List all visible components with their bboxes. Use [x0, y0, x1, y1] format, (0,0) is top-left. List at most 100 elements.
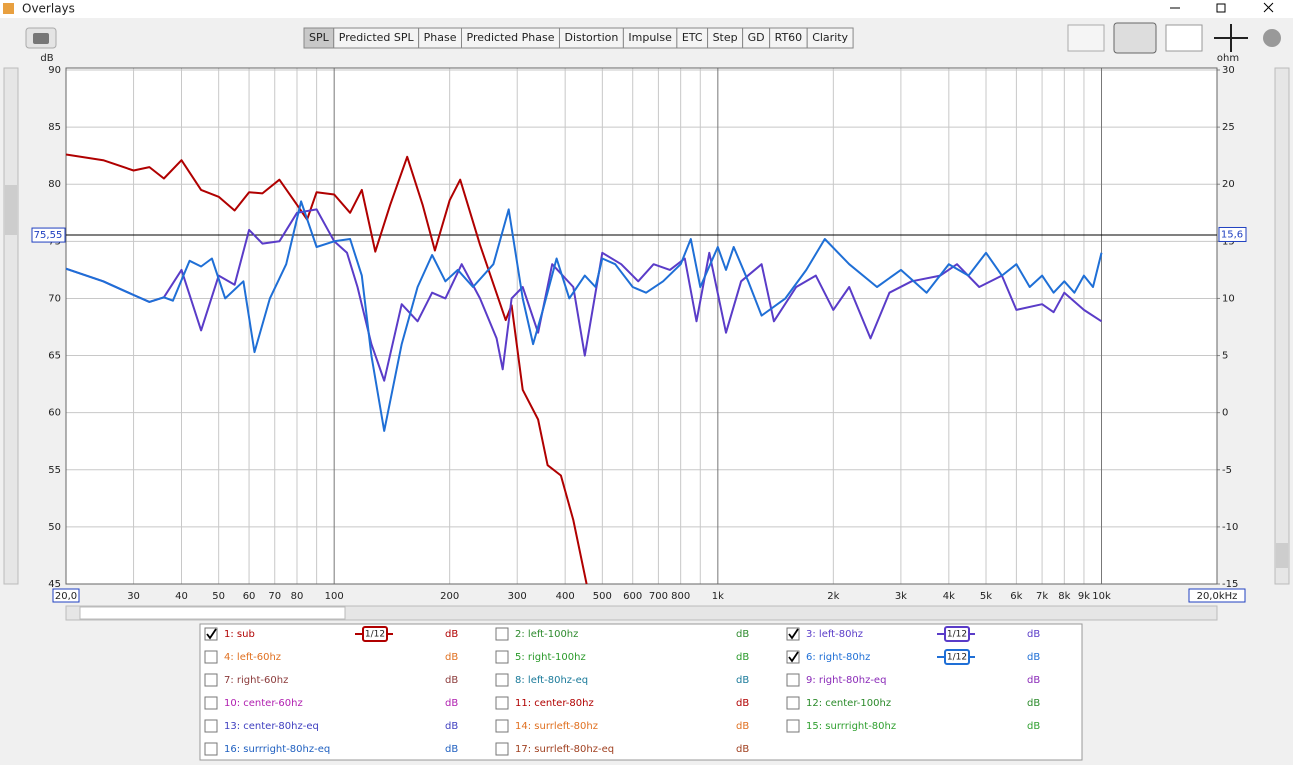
legend-checkmark [788, 651, 799, 663]
x-tick-label: 4k [943, 591, 955, 602]
legend-panel [199, 623, 1083, 761]
tab-label: Impulse [628, 31, 672, 44]
legend-label[interactable]: 12: center-100hz [806, 698, 891, 709]
legend-checkmark [788, 628, 799, 640]
y-tick-label: 65 [48, 351, 61, 362]
maximize-button[interactable] [1216, 3, 1226, 13]
legend-label[interactable]: 13: center-80hz-eq [224, 721, 319, 732]
x-tick-label: 7k [1036, 591, 1048, 602]
legend-checkbox[interactable] [204, 673, 218, 687]
x-tick-label: 100 [325, 591, 344, 602]
camera-icon [33, 33, 49, 44]
legend-unit: dB [445, 744, 458, 755]
x-tick-label: 40 [175, 591, 188, 602]
y-tick-label: 70 [48, 293, 61, 304]
legend-label[interactable]: 16: surrright-80hz-eq [224, 744, 330, 755]
tab-label: Clarity [812, 31, 848, 44]
app-icon [3, 3, 14, 14]
zoom-button[interactable] [1214, 24, 1248, 52]
y2-tick-label: -5 [1222, 465, 1232, 476]
limits-button[interactable] [1113, 22, 1157, 54]
x-scroll-thumb[interactable] [79, 606, 346, 620]
x-tick-label: 3k [895, 591, 907, 602]
legend-checkbox[interactable] [495, 696, 509, 710]
x-tick-label: 2k [827, 591, 839, 602]
settings-button[interactable] [1263, 29, 1281, 47]
legend-unit: dB [736, 721, 749, 732]
y2-tick-label: 10 [1222, 293, 1235, 304]
grid-button[interactable] [1165, 24, 1203, 52]
legend-checkbox[interactable] [495, 673, 509, 687]
x-tick-label: 70 [268, 591, 281, 602]
legend-label[interactable]: 7: right-60hz [224, 675, 288, 686]
x-tick-label: 800 [671, 591, 690, 602]
legend-label[interactable]: 9: right-80hz-eq [806, 675, 886, 686]
legend-checkbox[interactable] [786, 719, 800, 733]
legend-unit: dB [736, 698, 749, 709]
tab-label: ETC [682, 31, 703, 44]
y-tick-label: 80 [48, 179, 61, 190]
x-range-box [52, 588, 80, 603]
legend-checkbox[interactable] [786, 696, 800, 710]
x-tick-label: 60 [243, 591, 256, 602]
left-scroll-thumb[interactable] [5, 185, 17, 235]
x-tick-label: 10k [1092, 591, 1111, 602]
y2-tick-label: 5 [1222, 351, 1228, 362]
legend-checkbox[interactable] [204, 742, 218, 756]
legend-unit: dB [1027, 652, 1040, 663]
legend-checkbox[interactable] [495, 627, 509, 641]
smoothing-box[interactable] [944, 649, 970, 665]
x-tick-label: 20,0kHz [1197, 591, 1238, 602]
smoothing-label: 1/12 [365, 630, 385, 640]
tab-label: Predicted Phase [467, 31, 555, 44]
smoothing-box[interactable] [944, 626, 970, 642]
legend-label[interactable]: 1: sub [224, 629, 255, 640]
cursor-box [31, 227, 66, 243]
left-scrollbar[interactable] [3, 67, 19, 585]
legend-label[interactable]: 3: left-80hz [806, 629, 863, 640]
legend-checkbox[interactable] [204, 650, 218, 664]
legend-label[interactable]: 15: surrright-80hz [806, 721, 896, 732]
legend-unit: dB [1027, 629, 1040, 640]
x-tick-label: 30 [127, 591, 140, 602]
y-tick-label: 45 [48, 579, 61, 590]
legend-label[interactable]: 4: left-60hz [224, 652, 281, 663]
y2-axis-label: ohm [1217, 53, 1239, 64]
y-tick-label: 60 [48, 408, 61, 419]
tab-label: Phase [424, 31, 457, 44]
cursor-box [1218, 226, 1247, 242]
right-scroll-thumb[interactable] [1276, 543, 1288, 568]
close-button[interactable] [1263, 2, 1274, 13]
tab-label: Step [713, 31, 738, 44]
x-tick-label: 80 [291, 591, 304, 602]
legend-label[interactable]: 5: right-100hz [515, 652, 586, 663]
scale-button[interactable] [1067, 24, 1105, 52]
tab[interactable] [806, 27, 854, 49]
legend-label[interactable]: 17: surrleft-80hz-eq [515, 744, 614, 755]
legend-checkbox[interactable] [495, 719, 509, 733]
legend-label[interactable]: 8: left-80hz-eq [515, 675, 588, 686]
x-scrollbar[interactable] [65, 605, 1218, 621]
legend-checkbox[interactable] [495, 742, 509, 756]
y-tick-label: 85 [48, 122, 61, 133]
title-bar [0, 0, 1293, 18]
smoothing-box[interactable] [362, 626, 388, 642]
tab-label: RT60 [775, 31, 803, 44]
legend-unit: dB [445, 675, 458, 686]
legend-checkbox[interactable] [204, 696, 218, 710]
smoothing-label: 1/12 [947, 653, 967, 663]
y-tick-label: 90 [48, 65, 61, 76]
legend-unit: dB [1027, 675, 1040, 686]
legend-label[interactable]: 2: left-100hz [515, 629, 578, 640]
legend-label[interactable]: 6: right-80hz [806, 652, 870, 663]
x-tick-label: 5k [980, 591, 992, 602]
legend-label[interactable]: 14: surrleft-80hz [515, 721, 598, 732]
legend-checkbox[interactable] [786, 673, 800, 687]
legend-checkbox[interactable] [204, 719, 218, 733]
legend-label[interactable]: 10: center-60hz [224, 698, 303, 709]
y-tick-label: 55 [48, 465, 61, 476]
right-scrollbar[interactable] [1274, 67, 1290, 585]
legend-label[interactable]: 11: center-80hz [515, 698, 594, 709]
legend-checkbox[interactable] [495, 650, 509, 664]
